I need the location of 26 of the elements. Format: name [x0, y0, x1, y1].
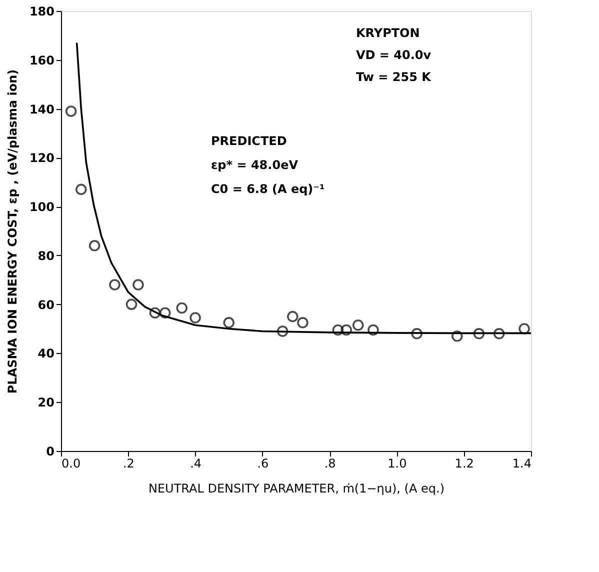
- x-axis-title: NEUTRAL DENSITY PARAMETER, ṁ(1−ηu), (A eq.): [148, 482, 444, 496]
- y-tick-label: 100: [29, 200, 54, 214]
- x-tick-label: 0.0: [62, 456, 81, 470]
- x-tick-label: 1.0: [388, 456, 407, 470]
- x-tick-label: .2: [122, 456, 134, 470]
- annotation: VD = 40.0v: [356, 48, 432, 62]
- x-tick-label: .4: [190, 456, 202, 470]
- annotation: PREDICTED: [211, 134, 287, 148]
- annotation: C0 = 6.8 (A eq)⁻¹: [211, 182, 325, 196]
- annotation: εp* = 48.0eV: [211, 158, 299, 172]
- y-tick-label: 80: [38, 248, 54, 263]
- y-tick-label: 0: [46, 444, 54, 458]
- y-tick-label: 20: [38, 396, 54, 410]
- y-axis-title: PLASMA ION ENERGY COST, εp , (eV/plasma ion): [5, 69, 20, 394]
- y-tick-label: 140: [29, 102, 54, 116]
- y-tick-label: 60: [38, 298, 54, 312]
- y-tick-label: 160: [29, 53, 54, 68]
- x-tick-label: .8: [324, 456, 336, 470]
- y-tick-label: 120: [29, 151, 54, 166]
- x-tick-label: 1.2: [454, 456, 474, 470]
- x-tick-label: 1.4: [512, 456, 532, 470]
- y-tick-label: 40: [38, 346, 54, 361]
- y-tick-label: 180: [29, 4, 54, 18]
- annotation: Tw = 255 K: [356, 70, 432, 84]
- x-tick-label: .6: [257, 456, 269, 470]
- annotation: KRYPTON: [356, 26, 420, 40]
